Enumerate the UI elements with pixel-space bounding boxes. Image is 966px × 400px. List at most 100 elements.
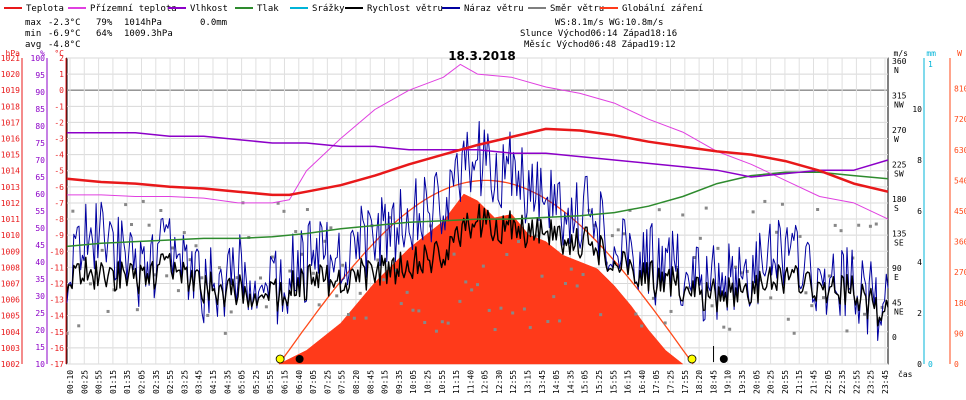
wind-direction-point [481,264,485,268]
wind-direction-point [423,321,427,325]
x-tick-label: 17:05 [652,370,661,394]
humidity-tick-label: 20 [35,326,45,335]
wind-direction-point [311,271,315,275]
pressure-tick-label: 1010 [1,231,20,240]
x-tick-label: 15:25 [595,370,604,394]
max-temperature: -2.3°C [48,18,81,28]
wind-dir-tick-label: 0 [892,333,897,342]
wind-direction-point [798,234,802,238]
wind-dir-label: NW [894,101,904,110]
x-tick-label: 19:35 [738,370,747,394]
wind-direction-point [751,210,755,214]
humidity-tick-label: 30 [35,292,45,301]
wind-direction-point [382,278,386,282]
temperature-tick-label: -1 [54,102,64,111]
wind-direction-point [182,231,186,235]
wind-direction-point [171,246,175,250]
wind-direction-point [470,288,474,292]
wind-direction-point [376,258,380,262]
wind-dir-label: S [894,204,899,213]
wind-direction-point [775,230,779,234]
wind-direction-point [317,303,321,307]
wind-direction-point [405,290,409,294]
humidity-tick-label: 10 [35,360,45,369]
max-pressure: 1014hPa [124,18,162,28]
wind-direction-point [323,239,327,243]
x-tick-label: 20:25 [767,370,776,394]
pressure-tick-label: 1017 [1,118,20,127]
wind-direction-point [464,280,468,284]
wind-dir-tick-label: 360 [892,57,907,66]
wind-direction-point [622,232,626,236]
wind-direction-point [610,234,614,238]
wind-direction-point [124,203,128,207]
temperature-tick-label: -5 [54,167,64,176]
x-tick-label: 22:05 [824,370,833,394]
wind-speed-tick-label: 8 [917,156,922,165]
x-tick-label: 17:25 [667,370,676,394]
wind-direction-point [663,321,667,325]
radiation-tick-label: 540 [954,176,966,185]
wind-dir-label: W [894,135,899,144]
wind-direction-point [194,244,198,248]
wind-direction-point [434,329,438,333]
wind-direction-point [452,252,456,256]
wind-direction-point [217,266,221,270]
wind-direction-point [634,312,638,316]
pressure-tick-label: 1012 [1,199,20,208]
temperature-tick-label: -7 [54,199,64,208]
wind-direction-point [71,209,75,213]
wind-direction-point [176,289,180,293]
wind-direction-point [300,252,304,256]
rain-tick-label: 1 [928,60,933,69]
wind-direction-point [458,299,462,303]
axes: hPa1002100310041005100610071008100910101… [1,49,966,369]
wind-direction-point [827,274,831,278]
x-tick-label: 06:15 [280,370,289,394]
wind-direction-point [476,283,479,287]
wind-direction-point [616,228,620,232]
min-label: min [25,29,41,39]
series-wind-line [66,203,889,327]
humidity-axis-unit: % [40,49,45,58]
legend-label: Globální záření [622,4,703,14]
pressure-tick-label: 1009 [1,247,20,256]
x-tick-label: 23:45 [881,370,890,394]
temperature-tick-label: 0 [59,86,64,95]
wind-direction-point [540,274,544,278]
moon-times: Měsíc Východ06:48 Západ19:12 [524,40,676,50]
wind-speed-tick-label: 6 [917,207,922,216]
wind-direction-point [259,276,263,280]
legend-label: Přízemní teplota [90,4,177,14]
wind-direction-point [728,327,732,331]
wind-direction-point [288,269,292,273]
wind-direction-point [264,305,268,309]
wind-direction-point [569,267,573,271]
radiation-tick-label: 270 [954,268,966,277]
temperature-tick-label: -6 [54,183,64,192]
wind-direction-point [229,310,233,314]
wind-dir-tick-label: 180 [892,195,907,204]
wind-dir-label: E [894,273,899,282]
x-tick-label: 21:45 [810,370,819,394]
wind-direction-point [88,282,92,286]
radiation-area [278,179,694,365]
wind-direction-point [763,199,767,203]
x-tick-label: 02:05 [137,370,146,394]
temperature-tick-label: -17 [50,360,65,369]
wind-speed-tick-label: 10 [912,105,922,114]
wind-direction-point [341,263,345,267]
x-tick-label: 18:45 [709,370,718,394]
wind-direction-point [100,248,104,252]
humidity-tick-label: 55 [35,207,45,216]
x-tick-label: 10:05 [409,370,418,394]
wind-direction-point [563,281,567,285]
x-tick-label: 16:40 [638,370,647,394]
temperature-tick-label: 2 [59,54,64,63]
wind-direction-point [352,316,356,320]
wind-direction-point [874,222,878,226]
pressure-tick-label: 1021 [1,54,20,63]
wind-direction-point [698,236,702,240]
pressure-axis-unit: hPa [6,49,21,58]
